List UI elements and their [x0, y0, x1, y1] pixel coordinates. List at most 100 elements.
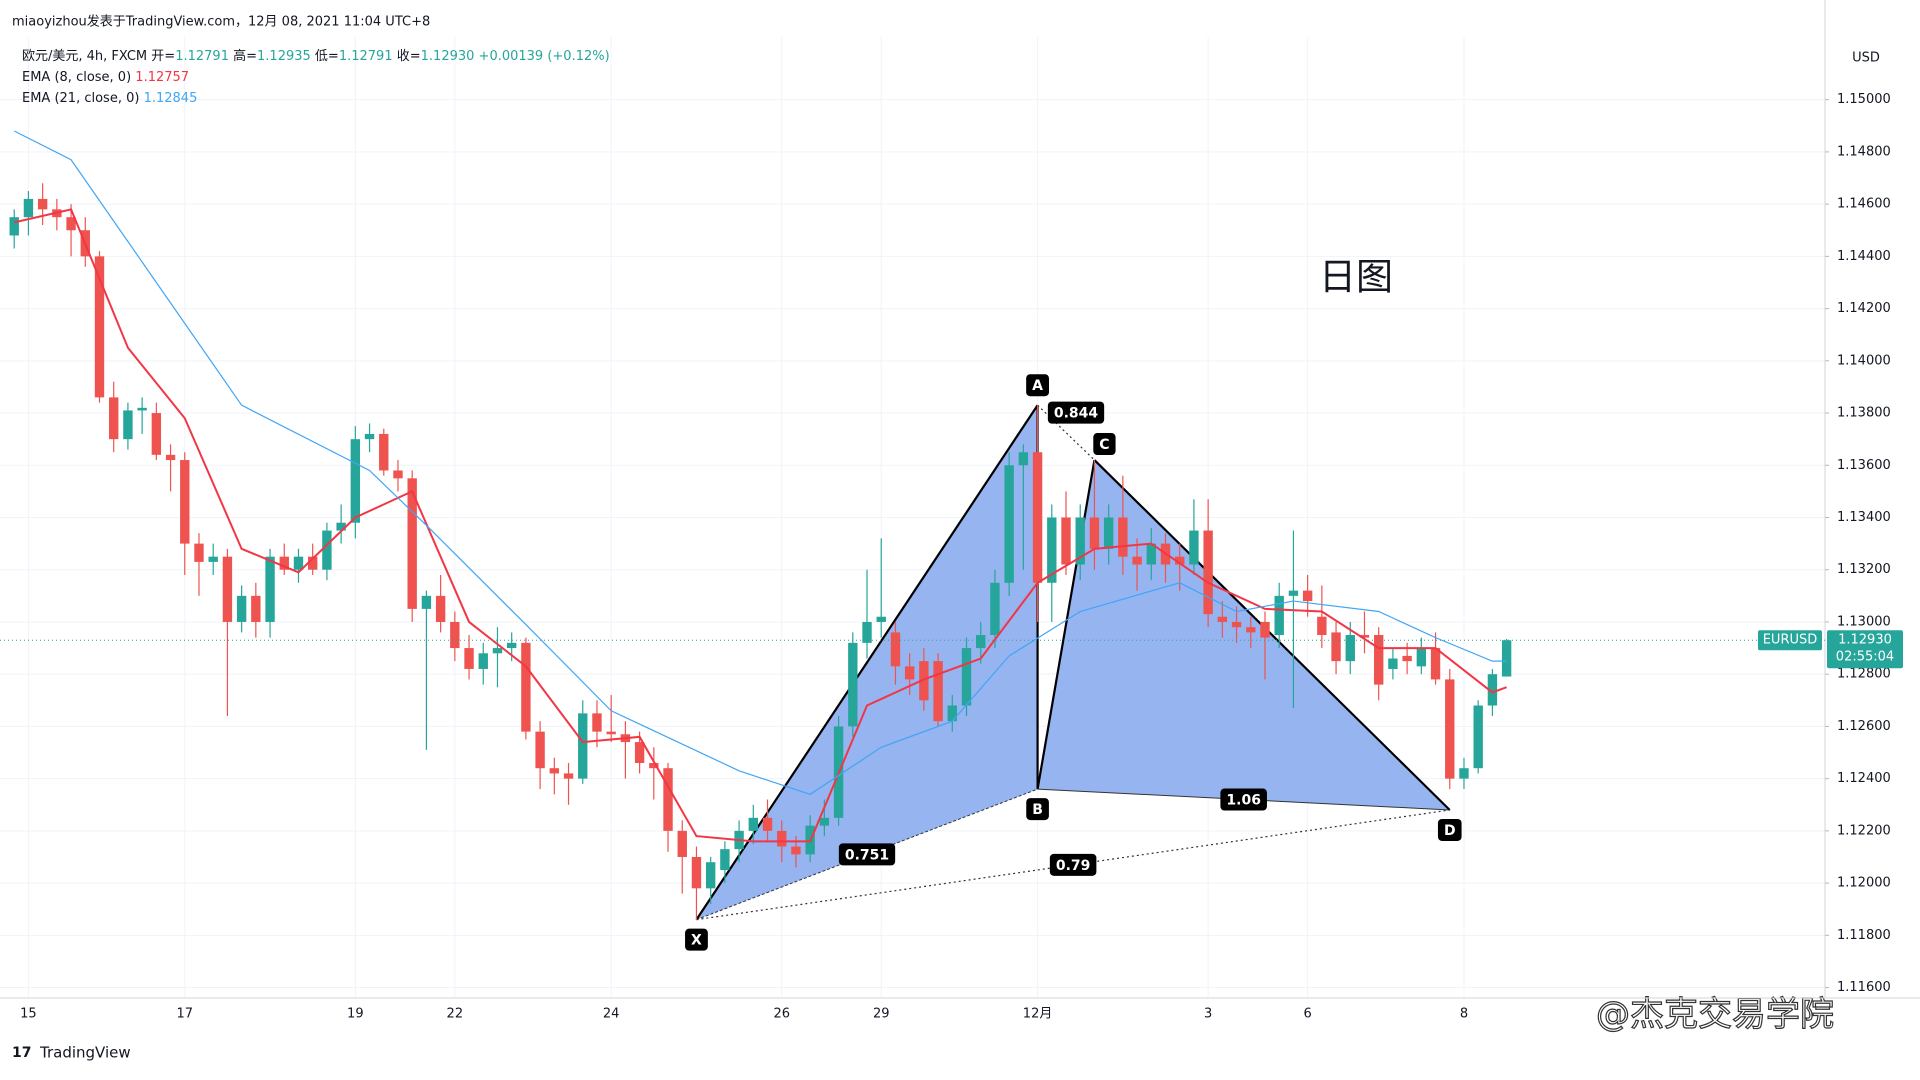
candle-body	[919, 661, 929, 701]
logo-mark: 𝟭𝟳	[12, 1045, 31, 1061]
candle-body	[1132, 556, 1142, 565]
candle-body	[1018, 452, 1029, 466]
y-tick-label: 1.14200	[1837, 301, 1891, 316]
candle-body	[1103, 517, 1114, 549]
pattern-point-label: B	[1032, 802, 1043, 818]
candle-body	[1246, 627, 1256, 633]
y-tick-label: 1.13200	[1837, 562, 1891, 577]
candle-body	[464, 648, 474, 669]
watermark: @杰克交易学院	[1596, 995, 1834, 1035]
pattern-point-label: X	[691, 933, 702, 949]
ohlc-label: 收=	[397, 49, 421, 64]
candle-body	[976, 635, 986, 649]
ema-line	[13, 130, 1507, 795]
candle-body	[1473, 705, 1483, 769]
candle-body	[109, 397, 119, 440]
y-tick-label: 1.12200	[1837, 823, 1891, 838]
candle-body	[1459, 768, 1469, 779]
candle-body	[1501, 640, 1512, 677]
candle-body	[123, 410, 133, 440]
candle-body	[379, 433, 389, 471]
candle-body	[1274, 595, 1284, 636]
candle-body	[1487, 674, 1498, 706]
candle-body	[322, 530, 332, 570]
pattern-ratio-line	[1037, 404, 1095, 461]
candle-body	[435, 595, 446, 622]
candle-body	[1075, 517, 1085, 565]
brand: TradingView	[39, 1044, 131, 1062]
legend-line: 欧元/美元, 4h, FXCM 开=1.12791 高=1.12935 低=1.…	[22, 48, 610, 64]
candle-body	[165, 454, 176, 461]
candle-body	[23, 198, 34, 218]
candle-body	[1089, 517, 1100, 549]
pattern-ratio-label-box	[1047, 401, 1105, 424]
candle-body	[421, 595, 432, 609]
y-tick-label: 1.14600	[1837, 197, 1891, 212]
candle-body	[748, 817, 759, 831]
pattern-point-label: D	[1444, 823, 1456, 839]
legend-value: 1.12845	[144, 91, 198, 106]
x-tick-label: 26	[773, 1007, 790, 1022]
x-tick-label: 12月	[1023, 1007, 1053, 1022]
candle-body	[492, 648, 503, 654]
candle-body	[1175, 556, 1185, 565]
y-tick-label: 1.13800	[1837, 406, 1891, 421]
candle-body	[9, 217, 19, 236]
legend-name: EMA (21, close, 0)	[22, 91, 139, 106]
countdown: 02:55:04	[1836, 650, 1894, 665]
candle-body	[1231, 621, 1242, 628]
x-tick-label: 8	[1460, 1007, 1468, 1022]
candle-body	[876, 616, 886, 622]
candle-body	[1146, 543, 1156, 565]
candle-body	[677, 830, 687, 857]
candle-body	[1118, 517, 1128, 557]
x-tick-label: 22	[447, 1007, 464, 1022]
y-tick-label: 1.14000	[1837, 353, 1891, 368]
ohlc-value: 1.12930	[421, 49, 475, 64]
symbol-tag	[1758, 630, 1822, 651]
y-tick-label: 1.12000	[1837, 876, 1891, 891]
candle-body	[649, 762, 659, 769]
pattern-ratio-label: 0.844	[1054, 406, 1099, 422]
candle-body	[308, 556, 318, 570]
candle-body	[407, 478, 417, 609]
pattern-point-label-box	[1093, 433, 1116, 456]
candle-body	[890, 632, 901, 667]
candle-body	[180, 460, 190, 544]
candle-body	[1288, 590, 1299, 596]
candle-body	[777, 830, 787, 847]
pattern-ratio-label-box	[838, 843, 896, 866]
x-tick-label: 19	[347, 1007, 364, 1022]
candle-body	[1189, 530, 1199, 565]
pattern-point-label: C	[1099, 437, 1109, 453]
annotation: 日图	[1319, 256, 1393, 299]
candle-body	[563, 773, 574, 779]
candle-body	[961, 648, 972, 706]
pattern-point-label-box	[1026, 374, 1049, 397]
candle-body	[862, 621, 872, 643]
candle-body	[506, 642, 517, 649]
tv-logo: 𝟭𝟳	[12, 1045, 31, 1061]
candle-body	[450, 621, 460, 649]
candle-body	[336, 522, 346, 531]
pattern-ratio-label: 1.06	[1226, 793, 1261, 809]
candle-body	[663, 768, 673, 831]
candle-body	[720, 849, 730, 871]
candle-body	[1430, 648, 1441, 680]
y-tick-label: 1.12800	[1837, 667, 1891, 682]
legend-name: EMA (8, close, 0)	[22, 70, 131, 85]
candle-body	[947, 705, 957, 722]
candle-body	[478, 653, 488, 669]
candle-body	[1203, 530, 1213, 615]
x-tick-label: 24	[603, 1007, 620, 1022]
candle-body	[364, 433, 375, 440]
candle-body	[1061, 517, 1071, 565]
candle-body	[37, 198, 48, 210]
x-tick-label: 6	[1303, 1007, 1311, 1022]
legend-symbol: 欧元/美元, 4h, FXCM	[22, 49, 147, 64]
y-tick-label: 1.12400	[1837, 771, 1891, 786]
currency: USD	[1852, 51, 1880, 66]
candle-body	[194, 543, 204, 562]
candle-body	[1004, 465, 1014, 583]
candle-body	[990, 582, 1000, 636]
